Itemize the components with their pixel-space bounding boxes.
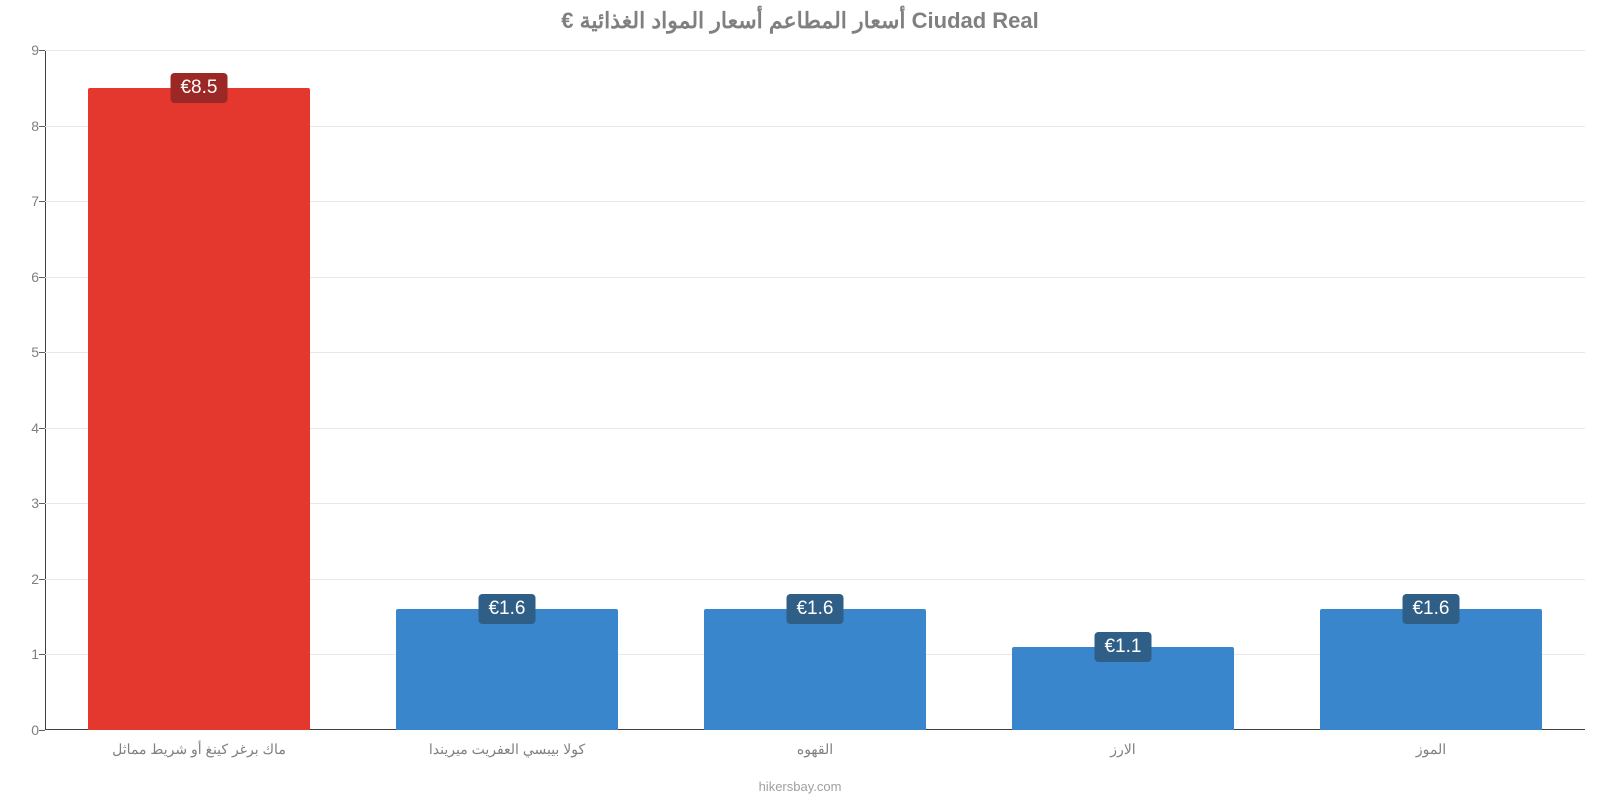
gridline xyxy=(45,50,1585,51)
y-tick-mark xyxy=(39,730,45,731)
y-tick-mark xyxy=(39,654,45,655)
y-tick-mark xyxy=(39,126,45,127)
chart-footer: hikersbay.com xyxy=(759,779,842,794)
x-tick-label: الارز xyxy=(1110,741,1135,758)
y-tick-mark xyxy=(39,579,45,580)
bar-value-label: €1.6 xyxy=(1402,594,1459,624)
x-tick-label: ماك برغر كينغ أو شريط مماثل xyxy=(112,741,286,758)
y-tick-label: 6 xyxy=(7,269,39,285)
x-tick-label: كولا بيبسي العفريت ميريندا xyxy=(429,741,585,758)
y-tick-mark xyxy=(39,277,45,278)
y-tick-mark xyxy=(39,201,45,202)
x-tick-label: القهوه xyxy=(797,741,833,758)
x-tick-label: الموز xyxy=(1416,741,1446,758)
bar: €1.6 xyxy=(396,609,618,730)
bar: €1.6 xyxy=(1320,609,1542,730)
y-tick-label: 5 xyxy=(7,344,39,360)
bar-value-label: €8.5 xyxy=(170,73,227,103)
y-tick-mark xyxy=(39,352,45,353)
y-tick-label: 4 xyxy=(7,420,39,436)
y-tick-mark xyxy=(39,428,45,429)
bar: €8.5 xyxy=(88,88,310,730)
bar-value-label: €1.6 xyxy=(786,594,843,624)
bar: €1.6 xyxy=(704,609,926,730)
y-tick-label: 3 xyxy=(7,495,39,511)
chart-title: Ciudad Real أسعار المطاعم أسعار المواد ا… xyxy=(561,8,1039,34)
plot-area: 0123456789€8.5ماك برغر كينغ أو شريط مماث… xyxy=(45,50,1585,730)
chart-container: Ciudad Real أسعار المطاعم أسعار المواد ا… xyxy=(0,0,1600,800)
y-tick-label: 8 xyxy=(7,118,39,134)
y-tick-label: 7 xyxy=(7,193,39,209)
bar-value-label: €1.6 xyxy=(478,594,535,624)
y-tick-mark xyxy=(39,503,45,504)
y-tick-label: 9 xyxy=(7,42,39,58)
y-tick-label: 0 xyxy=(7,722,39,738)
y-tick-mark xyxy=(39,50,45,51)
y-tick-label: 2 xyxy=(7,571,39,587)
y-tick-label: 1 xyxy=(7,646,39,662)
y-axis-line xyxy=(45,50,46,730)
bar-value-label: €1.1 xyxy=(1094,632,1151,662)
bar: €1.1 xyxy=(1012,647,1234,730)
